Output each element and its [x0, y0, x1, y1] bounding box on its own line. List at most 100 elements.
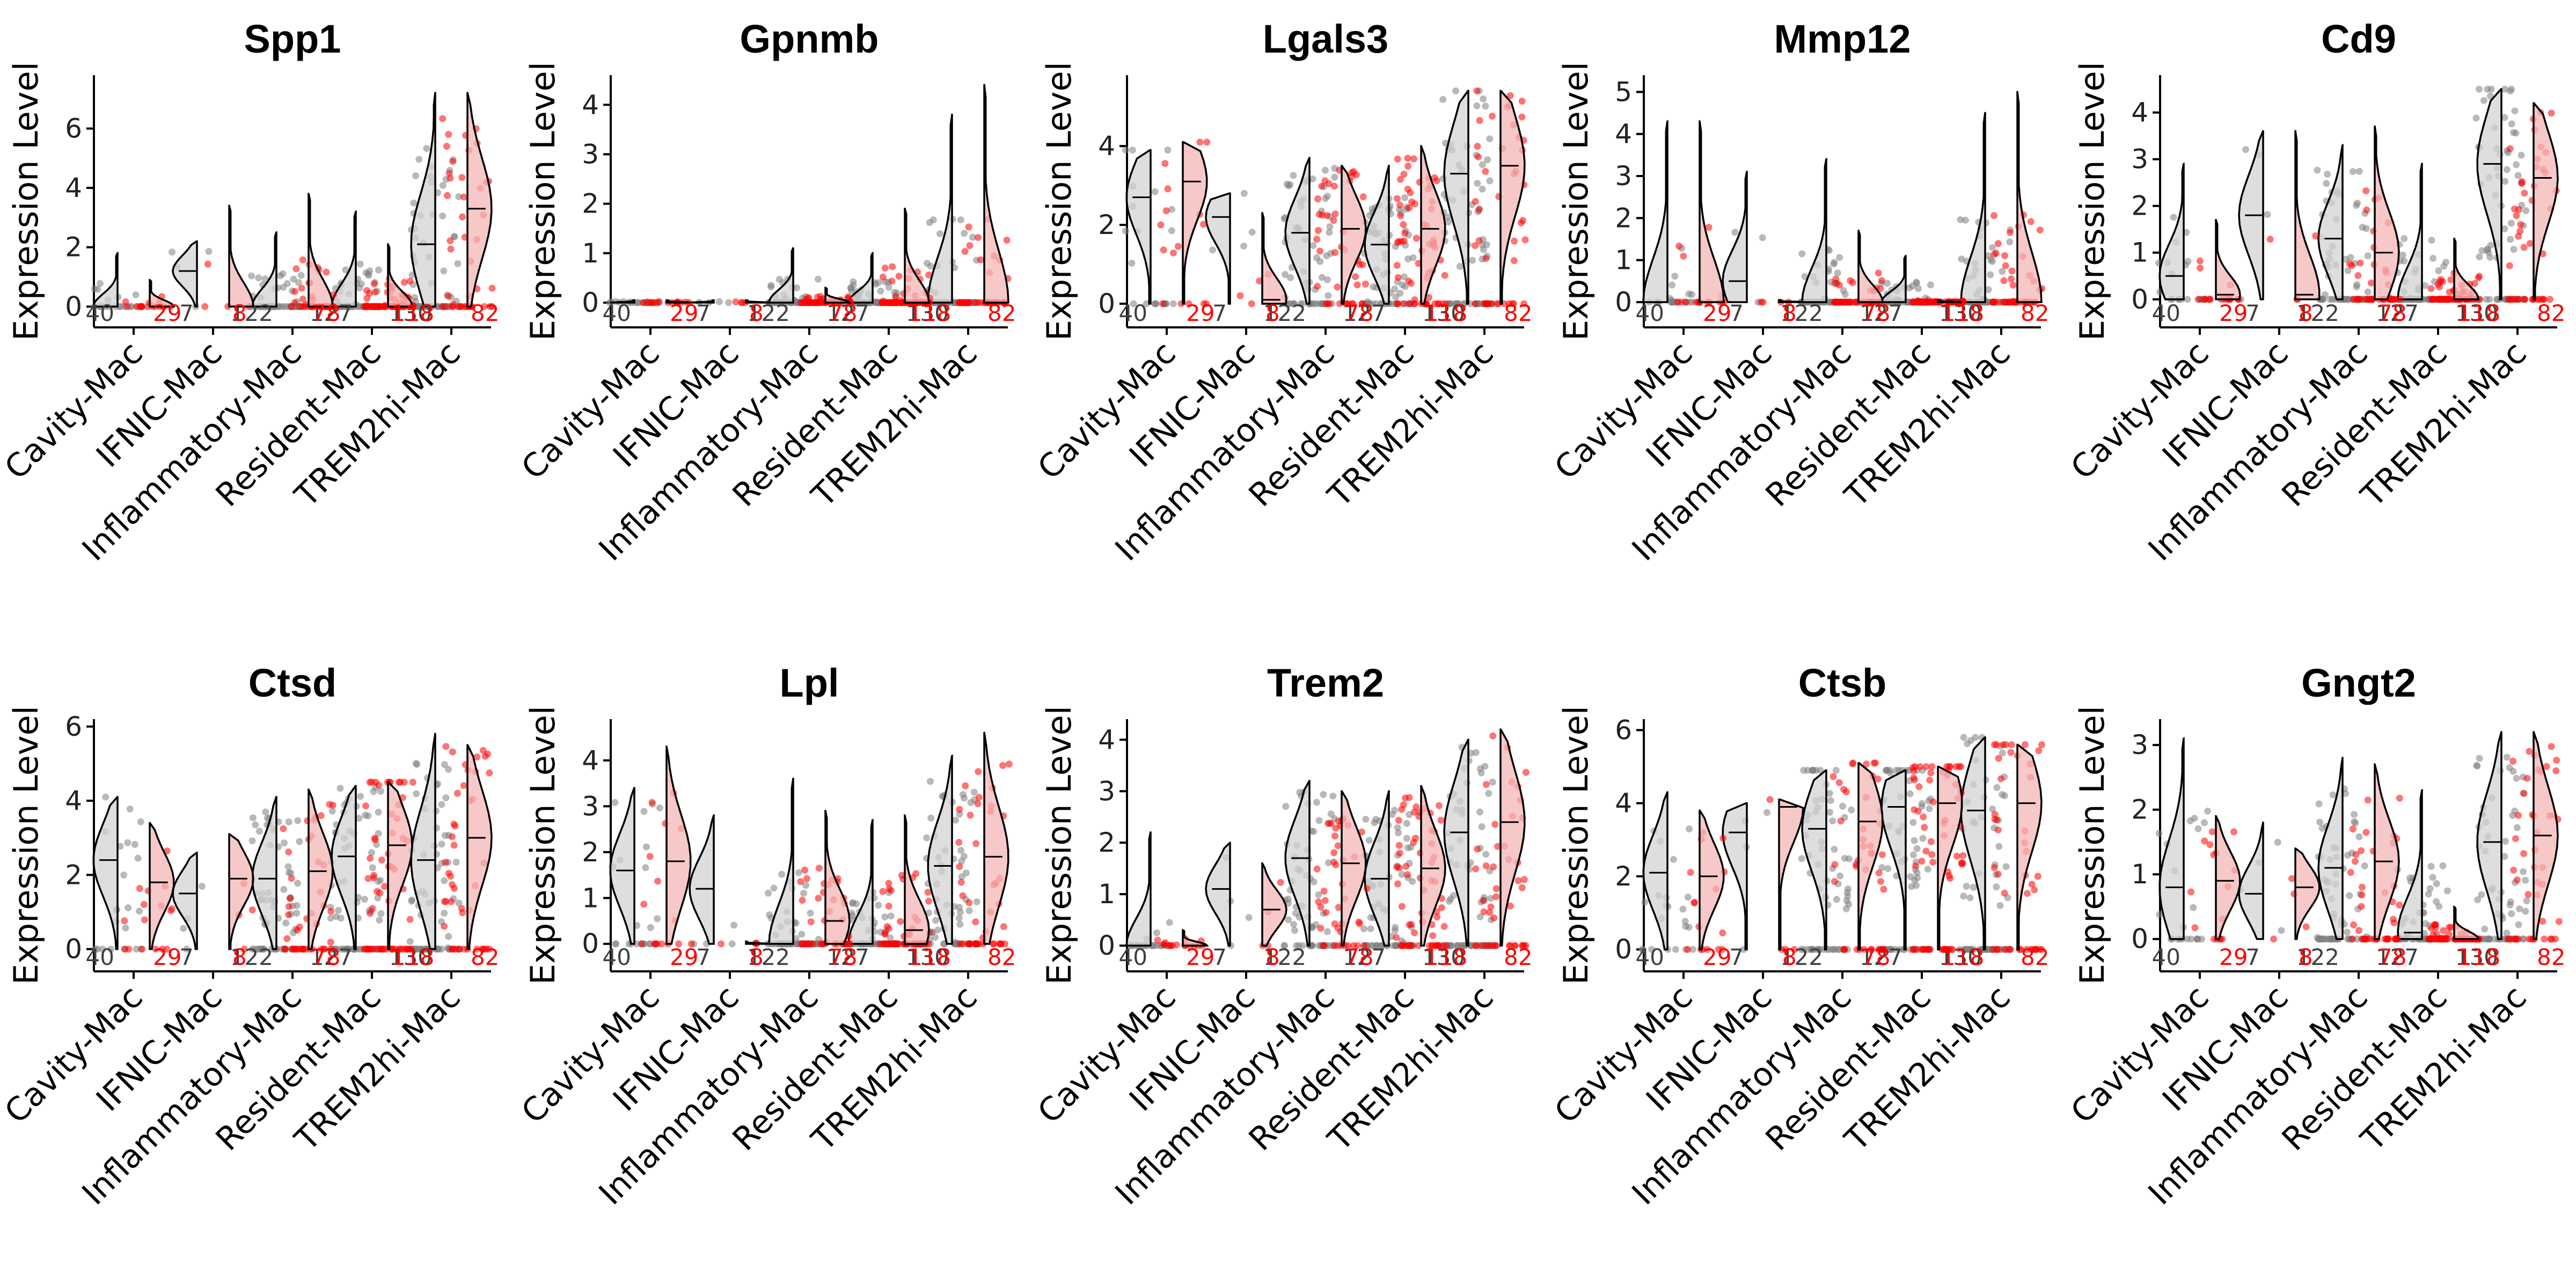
data-point — [730, 921, 738, 929]
data-point — [488, 284, 496, 292]
cell-count-red: 118 — [908, 300, 951, 326]
data-point — [1256, 277, 1263, 285]
data-point — [1798, 855, 1805, 862]
y-tick-label: 0 — [65, 291, 82, 322]
data-point — [1330, 217, 1337, 224]
data-point — [1886, 769, 1894, 777]
data-point — [1362, 816, 1370, 823]
data-point — [879, 273, 887, 281]
data-point — [381, 883, 389, 890]
data-point — [2007, 749, 2015, 756]
data-point — [879, 888, 887, 895]
data-point — [1291, 927, 1298, 934]
data-point — [1993, 741, 2000, 749]
cell-count-red: 82 — [2537, 300, 2565, 326]
data-point — [2034, 873, 2041, 880]
data-point — [2433, 880, 2440, 888]
data-point — [1248, 229, 1256, 236]
data-point — [2521, 296, 2528, 303]
data-point — [1162, 207, 1170, 215]
y-tick-label: 0 — [2131, 284, 2148, 315]
data-point — [1759, 298, 1767, 306]
data-point — [1482, 255, 1490, 262]
data-point — [1391, 286, 1399, 293]
data-point — [1914, 285, 1922, 292]
data-point — [966, 242, 974, 250]
panel-title: Ctsd — [248, 661, 336, 705]
data-point — [1921, 824, 1928, 831]
violin-red — [1261, 862, 1287, 947]
data-point — [459, 213, 466, 221]
data-point — [450, 885, 458, 892]
data-point — [2399, 251, 2406, 259]
data-point — [1511, 237, 1518, 245]
cell-count-red: 82 — [2537, 944, 2565, 970]
data-point — [1929, 798, 1937, 806]
data-point — [1877, 285, 1884, 292]
data-point — [2553, 757, 2560, 764]
data-point — [895, 273, 903, 280]
data-point — [2353, 202, 2360, 209]
data-point — [2155, 830, 2163, 837]
y-axis-label: Expression Level — [2073, 62, 2112, 341]
panel-title: Lpl — [780, 661, 839, 705]
cell-count-red: 118 — [1941, 300, 1984, 326]
data-point — [204, 260, 211, 268]
data-point — [1766, 796, 1774, 803]
data-point — [1924, 865, 1931, 873]
violin-grey — [1443, 738, 1469, 947]
data-point — [2515, 206, 2523, 214]
cell-count-red: 118 — [1941, 944, 1984, 970]
data-point — [815, 865, 823, 872]
data-point — [2505, 296, 2512, 303]
y-tick-label: 3 — [1615, 160, 1632, 192]
cell-count-red: 8 — [1265, 300, 1280, 326]
violin-red — [2453, 237, 2480, 301]
data-point — [138, 946, 146, 953]
cell-count-grey: 40 — [603, 944, 631, 970]
data-point — [298, 284, 305, 292]
data-point — [2445, 924, 2453, 931]
data-point — [2000, 277, 2008, 284]
cell-count-red: 8 — [1782, 300, 1797, 326]
data-point — [974, 800, 982, 807]
data-point — [1331, 210, 1339, 218]
data-point — [2439, 862, 2447, 869]
cell-count-red: 78 — [312, 944, 340, 970]
cell-count-grey: 40 — [1119, 300, 1147, 326]
data-point — [1929, 859, 1937, 866]
data-point — [441, 877, 448, 884]
data-point — [1287, 274, 1294, 281]
data-point — [1395, 238, 1403, 245]
data-point — [2548, 743, 2555, 750]
data-point — [1520, 300, 1528, 308]
data-point — [1927, 281, 1934, 289]
data-point — [956, 806, 963, 813]
data-point — [406, 277, 414, 285]
data-point — [415, 156, 423, 163]
data-point — [2288, 875, 2296, 882]
data-point — [406, 916, 414, 923]
violin-red — [1699, 120, 1725, 303]
data-point — [643, 843, 650, 851]
data-point — [1129, 147, 1136, 154]
data-point — [1309, 241, 1317, 249]
data-point — [1482, 862, 1490, 869]
cell-count-red: 8 — [749, 300, 764, 326]
data-point — [288, 875, 295, 882]
data-point — [2008, 267, 2016, 275]
cell-count-grey: 7 — [179, 300, 194, 326]
data-point — [2432, 921, 2439, 928]
violin-red — [1341, 165, 1367, 305]
data-point — [1490, 863, 1497, 870]
data-point — [1331, 248, 1339, 256]
data-point — [1988, 258, 1996, 265]
data-point — [408, 896, 416, 904]
data-point — [2475, 85, 2483, 93]
data-point — [793, 284, 801, 291]
data-point — [1952, 763, 1960, 771]
data-point — [1326, 300, 1333, 308]
data-point — [2522, 908, 2529, 915]
data-point — [1407, 189, 1414, 196]
